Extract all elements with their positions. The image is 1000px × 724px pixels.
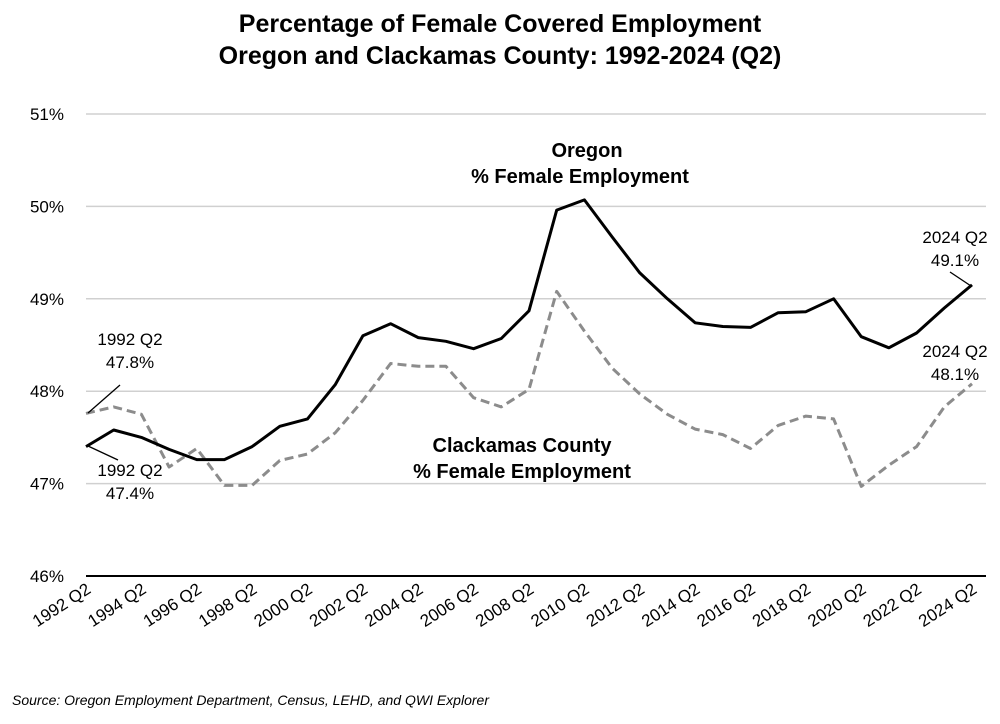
x-tick-label: 2020 Q2 bbox=[804, 579, 869, 630]
x-tick-label: 2018 Q2 bbox=[749, 579, 814, 630]
clackamas-series-line bbox=[85, 289, 973, 488]
x-tick-label: 2016 Q2 bbox=[694, 579, 759, 630]
annotation-clackamas-1992-leader bbox=[87, 384, 121, 414]
annotation-oregon-1992-leader bbox=[87, 445, 119, 461]
clackamas-series-label-2: % Female Employment bbox=[413, 461, 631, 483]
annotation-oregon-2024-value: 49.1% bbox=[931, 251, 979, 270]
y-tick-label: 50% bbox=[30, 197, 64, 216]
chart-title-line-1: Percentage of Female Covered Employment bbox=[239, 10, 762, 38]
x-tick-label: 1994 Q2 bbox=[84, 579, 149, 630]
y-tick-label: 47% bbox=[30, 475, 64, 494]
annotation-clackamas-2024-value: 48.1% bbox=[931, 365, 979, 384]
annotation-clackamas-1992-label: 1992 Q2 bbox=[97, 330, 162, 349]
y-tick-label: 48% bbox=[30, 382, 64, 401]
x-tick-label: 2022 Q2 bbox=[860, 579, 925, 630]
y-tick-label: 51% bbox=[30, 105, 64, 124]
x-tick-label: 2002 Q2 bbox=[306, 579, 371, 630]
x-tick-label: 2012 Q2 bbox=[583, 579, 648, 630]
y-tick-label: 49% bbox=[30, 290, 64, 309]
oregon-series-label-1: Oregon bbox=[551, 140, 622, 162]
x-tick-label: 2008 Q2 bbox=[472, 579, 537, 630]
x-tick-label: 1998 Q2 bbox=[195, 579, 260, 630]
annotation-oregon-2024-leader bbox=[949, 271, 972, 287]
x-tick-label: 2010 Q2 bbox=[527, 579, 592, 630]
x-tick-label: 1996 Q2 bbox=[140, 579, 205, 630]
annotation-oregon-1992-label: 1992 Q2 bbox=[97, 461, 162, 480]
annotation-oregon-2024-label: 2024 Q2 bbox=[922, 228, 987, 247]
annotation-clackamas-1992-value: 47.8% bbox=[106, 353, 154, 372]
x-tick-label: 2000 Q2 bbox=[251, 579, 316, 630]
x-tick-label: 2006 Q2 bbox=[417, 579, 482, 630]
oregon-series-label-2: % Female Employment bbox=[471, 166, 689, 188]
chart-title-line-2: Oregon and Clackamas County: 1992-2024 (… bbox=[219, 42, 782, 70]
source-note: Source: Oregon Employment Department, Ce… bbox=[12, 692, 489, 708]
clackamas-series-label-1: Clackamas County bbox=[433, 435, 613, 457]
x-tick-label: 2004 Q2 bbox=[361, 579, 426, 630]
oregon-series-line bbox=[85, 198, 973, 462]
y-tick-label: 46% bbox=[30, 567, 64, 586]
x-tick-label: 1992 Q2 bbox=[29, 579, 94, 630]
annotation-oregon-1992-value: 47.4% bbox=[106, 484, 154, 503]
x-tick-label: 2024 Q2 bbox=[915, 579, 980, 630]
annotation-clackamas-2024-label: 2024 Q2 bbox=[922, 342, 987, 361]
x-tick-label: 2014 Q2 bbox=[638, 579, 703, 630]
